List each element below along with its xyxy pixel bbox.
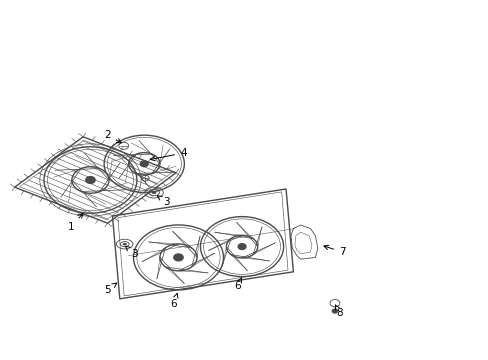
Text: 3: 3	[125, 246, 138, 259]
Text: 3: 3	[157, 196, 169, 207]
Circle shape	[331, 309, 337, 313]
Text: 1: 1	[67, 213, 83, 232]
Text: 6: 6	[233, 278, 241, 291]
Text: 4: 4	[150, 148, 186, 161]
Circle shape	[238, 244, 245, 249]
Text: 5: 5	[104, 283, 117, 295]
Text: 6: 6	[170, 293, 178, 309]
Text: 7: 7	[324, 245, 345, 257]
Ellipse shape	[123, 243, 126, 245]
Circle shape	[140, 161, 148, 167]
Circle shape	[86, 177, 95, 184]
Text: 8: 8	[335, 305, 343, 318]
Circle shape	[174, 254, 183, 261]
Text: 2: 2	[104, 130, 121, 143]
Ellipse shape	[152, 192, 156, 194]
